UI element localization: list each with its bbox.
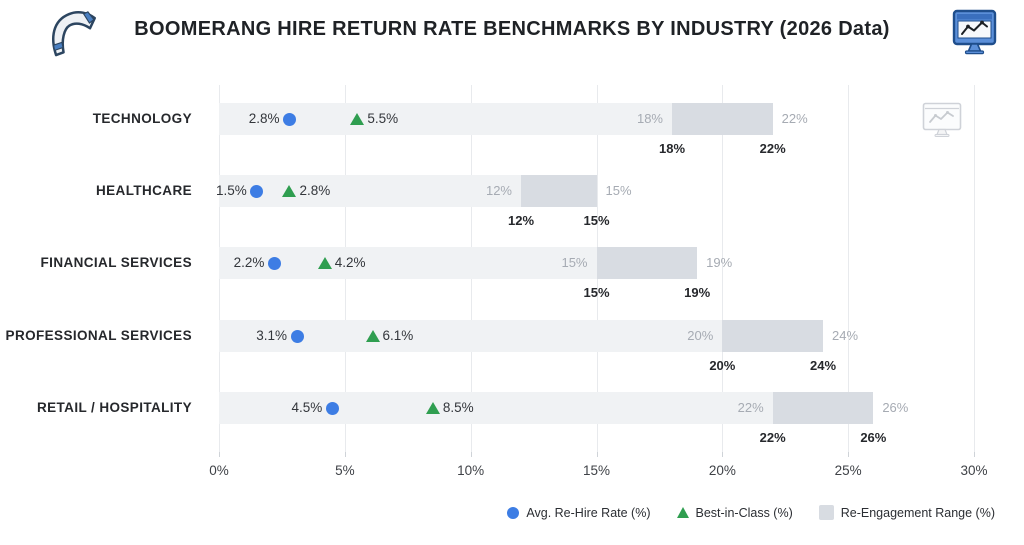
range-high-label: 19% xyxy=(684,285,711,300)
range-high-label-gray: 15% xyxy=(605,183,632,198)
best-in-class-value-label: 6.1% xyxy=(382,328,414,343)
x-tick-label: 30% xyxy=(960,463,988,478)
x-tick-label: 15% xyxy=(582,463,611,478)
best-in-class-triangle xyxy=(350,113,365,125)
best-in-class-value-label: 5.5% xyxy=(367,111,399,126)
range-high-label-gray: 26% xyxy=(882,400,909,415)
range-bar xyxy=(672,103,773,135)
range-low-label-gray: 18% xyxy=(636,111,663,126)
range-high-label: 15% xyxy=(583,213,610,228)
chart-row: 12% 15% 12% 15% 1.5% 2.8% xyxy=(216,175,974,228)
range-low-label: 18% xyxy=(658,141,686,156)
avg-rehire-dot xyxy=(267,256,281,270)
range-bar xyxy=(772,392,874,424)
monitor-chart-watermark-icon xyxy=(922,102,962,137)
tick-mark xyxy=(470,452,472,457)
x-tick-label: 20% xyxy=(708,463,736,478)
avg-rehire-value-label: 4.5% xyxy=(291,400,323,415)
range-high-label-gray: 19% xyxy=(706,255,733,270)
avg-rehire-value-label: 2.8% xyxy=(248,111,280,126)
legend-label: Re-Engagement Range (%) xyxy=(840,505,995,520)
range-low-label: 15% xyxy=(583,285,610,300)
best-in-class-triangle xyxy=(425,402,440,414)
tick-mark xyxy=(722,452,724,457)
plot-area: 18% 22% 18% 22% 2.8% 5.5% 12% 15% 12% 15% 1.5% 2.8%… xyxy=(216,85,975,452)
range-bar xyxy=(722,320,823,352)
tick-mark xyxy=(344,452,346,457)
x-tick-label: 5% xyxy=(335,463,355,478)
gridline xyxy=(848,85,850,452)
range-band-light xyxy=(219,392,773,424)
range-low-label: 20% xyxy=(709,358,736,373)
range-low-label-gray: 12% xyxy=(485,183,512,198)
range-high-label-gray: 22% xyxy=(781,111,808,126)
legend-item-avg-rehire: Avg. Re-Hire Rate (%) xyxy=(507,505,651,520)
range-low-label: 22% xyxy=(759,430,786,445)
x-tick-label: 25% xyxy=(834,463,862,478)
range-high-label-gray: 24% xyxy=(832,328,859,343)
legend: Avg. Re-Hire Rate (%) Best-in-Class (%) … xyxy=(507,505,995,520)
best-in-class-triangle xyxy=(282,185,297,197)
avg-rehire-value-label: 3.1% xyxy=(256,328,288,343)
tick-mark xyxy=(974,452,975,457)
category-label: FINANCIAL SERVICES xyxy=(40,255,192,270)
category-label: RETAIL / HOSPITALITY xyxy=(36,400,192,415)
avg-rehire-dot xyxy=(290,329,304,343)
gray-range-swatch-icon xyxy=(818,505,834,520)
legend-label: Best-in-Class (%) xyxy=(695,505,793,520)
range-high-label: 26% xyxy=(860,430,887,445)
range-low-label-gray: 15% xyxy=(561,255,588,270)
chart-row: 15% 19% 15% 19% 2.2% 4.2% xyxy=(219,247,974,300)
x-tick-label: 0% xyxy=(209,463,229,478)
range-low-label-gray: 20% xyxy=(687,328,714,343)
range-low-label-gray: 22% xyxy=(737,400,764,415)
x-axis: 0% 5% 10% 15% 20% 25% 30% xyxy=(209,452,988,492)
best-in-class-value-label: 4.2% xyxy=(334,255,366,270)
blue-circle-marker-icon xyxy=(507,506,520,519)
category-label: HEALTHCARE xyxy=(96,183,192,198)
range-band-light xyxy=(219,247,597,279)
range-bar xyxy=(521,175,597,207)
legend-item-reengagement-range: Re-Engagement Range (%) xyxy=(818,505,995,520)
legend-label: Avg. Re-Hire Rate (%) xyxy=(526,505,651,520)
x-tick-label: 10% xyxy=(457,463,485,478)
best-in-class-triangle xyxy=(365,330,380,342)
best-in-class-value-label: 2.8% xyxy=(299,183,331,198)
tick-mark xyxy=(219,452,220,457)
tick-mark xyxy=(596,452,598,457)
chart-row: 18% 22% 18% 22% 2.8% 5.5% xyxy=(219,103,974,156)
category-labels: TECHNOLOGY HEALTHCARE FINANCIAL SERVICES PR… xyxy=(0,85,206,452)
legend-item-best-in-class: Best-in-Class (%) xyxy=(676,505,793,520)
gridline xyxy=(722,85,724,452)
avg-rehire-dot xyxy=(250,184,264,198)
range-low-label: 12% xyxy=(507,213,535,228)
best-in-class-triangle xyxy=(317,257,332,269)
range-bar xyxy=(596,247,698,279)
avg-rehire-value-label: 2.2% xyxy=(233,255,265,270)
chart-row: 22% 26% 22% 26% 4.5% 8.5% xyxy=(219,392,974,445)
avg-rehire-dot xyxy=(325,401,339,415)
range-band-light xyxy=(219,175,521,207)
tick-mark xyxy=(848,452,850,457)
category-label: TECHNOLOGY xyxy=(92,111,192,126)
range-high-label: 22% xyxy=(759,141,786,156)
chart-title: BOOMERANG HIRE RETURN RATE BENCHMARKS BY… xyxy=(134,18,890,40)
avg-rehire-dot xyxy=(282,112,296,126)
best-in-class-value-label: 8.5% xyxy=(442,400,474,415)
monitor-chart-icon xyxy=(952,9,997,55)
boomerang-icon xyxy=(52,11,96,57)
chart-row: 20% 24% 20% 24% 3.1% 6.1% xyxy=(219,320,974,373)
avg-rehire-value-label: 1.5% xyxy=(215,183,247,198)
range-high-label: 24% xyxy=(809,358,837,373)
green-triangle-marker-icon xyxy=(676,507,689,518)
gridline xyxy=(974,85,975,452)
category-label: PROFESSIONAL SERVICES xyxy=(5,328,192,343)
